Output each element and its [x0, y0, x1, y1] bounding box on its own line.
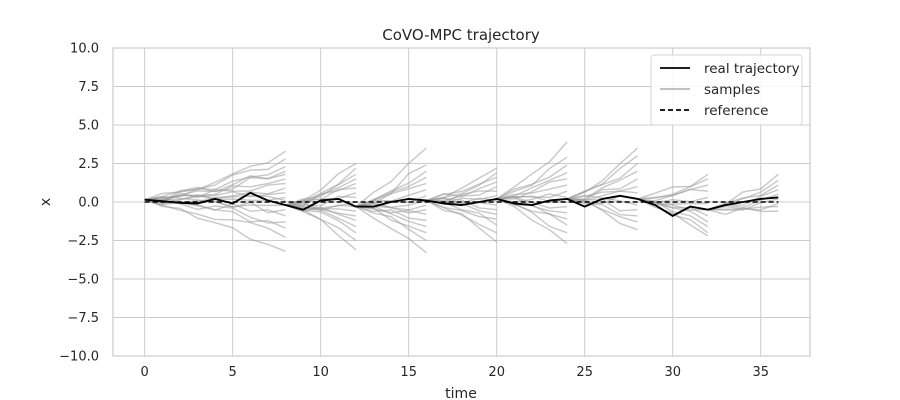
x-tick-label: 30	[664, 365, 681, 380]
sample-line	[496, 178, 568, 200]
series-lines	[144, 191, 779, 217]
sample-line	[707, 184, 779, 211]
sample-line	[637, 173, 709, 200]
sample-line	[707, 206, 779, 216]
y-tick-label: −10.0	[59, 350, 99, 365]
y-tick-label: 7.5	[78, 80, 99, 95]
chart-title: CoVO-MPC trajectory	[382, 26, 540, 44]
x-tick-label: 5	[229, 365, 237, 380]
legend-label-reference: reference	[704, 103, 768, 119]
y-tick-label: −7.5	[67, 311, 99, 326]
x-tick-label: 0	[141, 365, 149, 380]
sample-line	[144, 199, 286, 229]
x-tick-label: 25	[576, 365, 593, 380]
sample-line	[566, 162, 638, 200]
y-axis-label: x	[38, 198, 54, 206]
sample-line	[496, 141, 568, 200]
sample-line	[425, 199, 498, 243]
y-tick-label: 0.0	[78, 196, 99, 211]
sample-line	[144, 158, 286, 201]
y-tick-label: −5.0	[67, 273, 99, 288]
x-axis-label: time	[445, 386, 477, 400]
real-trajectory-line	[144, 191, 779, 217]
sample-line	[637, 198, 709, 237]
x-tick-labels: 0 5 10 15 20 25 30 35	[141, 365, 769, 380]
sample-line	[496, 156, 568, 200]
sample-line	[144, 150, 286, 201]
sample-line	[496, 164, 568, 200]
sample-line	[426, 197, 497, 215]
y-tick-label: −2.5	[67, 234, 99, 249]
sample-line	[144, 195, 286, 204]
legend-box	[650, 54, 803, 126]
sample-line	[285, 173, 357, 206]
sample-line	[355, 206, 427, 254]
sample-line	[426, 181, 497, 202]
sample-line	[355, 205, 427, 222]
sample-line	[144, 199, 286, 214]
y-tick-label: 2.5	[78, 157, 99, 172]
sample-lines	[144, 141, 779, 254]
sample-line	[637, 188, 708, 200]
sample-line	[566, 198, 638, 223]
sample-line	[355, 147, 427, 208]
x-tick-label: 35	[752, 365, 769, 380]
legend-label-samples: samples	[704, 82, 760, 98]
legend: real trajectory samples reference	[650, 54, 803, 126]
sample-line	[496, 193, 568, 203]
sample-line	[426, 199, 498, 234]
sample-line	[496, 184, 568, 200]
y-tick-label: 10.0	[70, 42, 99, 57]
sample-line	[567, 198, 638, 231]
sample-line	[285, 202, 357, 217]
y-tick-labels: −10.0 −7.5 −5.0 −2.5 0.0 2.5 5.0 7.5 10.0	[59, 42, 99, 365]
plot-frame	[112, 47, 811, 357]
sample-line	[144, 199, 286, 252]
sample-line	[707, 205, 779, 211]
legend-label-real-trajectory: real trajectory	[704, 61, 800, 77]
x-tick-label: 10	[312, 365, 329, 380]
sample-line	[496, 198, 568, 245]
x-tick-label: 15	[400, 365, 417, 380]
sample-line	[355, 205, 427, 242]
x-tick-label: 20	[488, 365, 505, 380]
sample-line	[637, 198, 709, 228]
sample-line	[285, 195, 356, 207]
y-tick-label: 5.0	[78, 119, 99, 134]
